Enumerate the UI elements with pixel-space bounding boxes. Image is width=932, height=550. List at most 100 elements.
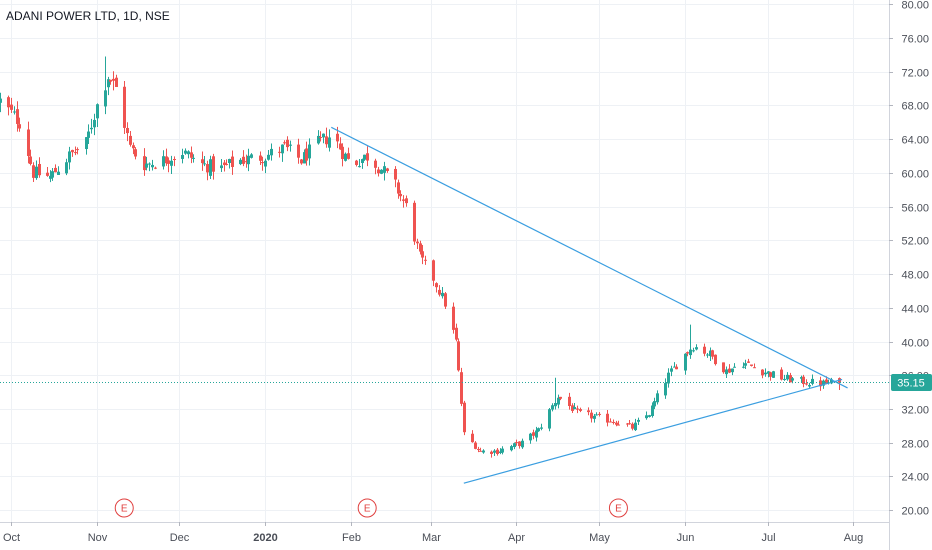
candle xyxy=(203,155,206,167)
candle xyxy=(634,418,637,432)
candle-body xyxy=(590,412,593,419)
candle-body xyxy=(742,366,745,368)
candle xyxy=(209,155,212,180)
candle xyxy=(358,159,361,168)
candle xyxy=(32,162,35,182)
candle-body xyxy=(576,408,579,410)
candle xyxy=(231,150,234,175)
candle xyxy=(220,158,223,172)
candle-body xyxy=(394,168,397,180)
candle xyxy=(501,446,504,455)
earnings-event-marker[interactable]: E xyxy=(114,498,134,518)
candle-body xyxy=(631,423,634,429)
candle xyxy=(579,407,582,413)
candle xyxy=(85,136,88,155)
candle xyxy=(692,347,695,353)
candle-body xyxy=(13,111,16,113)
price-tick-label: 80.00 xyxy=(901,0,929,12)
candle xyxy=(637,417,640,425)
earnings-event-marker[interactable]: E xyxy=(357,498,377,518)
candle-body xyxy=(184,150,187,154)
candle-body xyxy=(16,109,19,124)
time-tick-label: Apr xyxy=(508,532,525,544)
candle-body xyxy=(209,159,212,176)
candle-body xyxy=(554,402,557,407)
candle xyxy=(686,351,689,357)
candle-body xyxy=(637,419,640,422)
candle xyxy=(518,441,521,449)
candle xyxy=(212,153,215,180)
candle-body xyxy=(228,158,231,163)
candle-body xyxy=(822,380,825,386)
candle-body xyxy=(551,405,554,410)
candle-body xyxy=(413,202,416,242)
candle xyxy=(593,414,596,423)
candle xyxy=(317,130,320,145)
candle-body xyxy=(167,160,170,164)
candle-body xyxy=(673,366,676,368)
candle-body xyxy=(49,175,52,179)
candle-body xyxy=(593,415,596,419)
trendlines[interactable] xyxy=(331,126,848,484)
candle-body xyxy=(595,414,598,416)
time-tick-label: 2020 xyxy=(253,532,277,544)
candle xyxy=(10,97,13,113)
candle-body xyxy=(109,79,112,82)
candle-body xyxy=(308,144,311,159)
candle xyxy=(571,403,574,414)
candle xyxy=(515,439,518,446)
candle xyxy=(13,106,16,115)
candle-body xyxy=(568,396,571,407)
candle xyxy=(162,150,165,170)
candle xyxy=(783,374,786,381)
candle xyxy=(772,370,775,378)
time-tick-label: Aug xyxy=(844,532,864,544)
candle xyxy=(68,146,71,170)
candle-body xyxy=(761,369,764,376)
trendline[interactable] xyxy=(331,126,848,389)
candle xyxy=(703,343,706,357)
candle-body xyxy=(535,430,538,438)
candle xyxy=(750,364,753,367)
candle xyxy=(761,369,764,379)
candle-body xyxy=(363,154,366,160)
time-tick-label: Nov xyxy=(88,532,108,544)
candle xyxy=(706,352,709,358)
candle xyxy=(184,148,187,155)
price-axis-panel[interactable] xyxy=(889,0,932,550)
candle xyxy=(87,124,90,144)
candle xyxy=(455,323,458,342)
candle-body xyxy=(267,154,270,160)
time-axis-panel[interactable] xyxy=(0,522,889,550)
candle xyxy=(587,407,590,416)
candle xyxy=(16,101,19,132)
candle-body xyxy=(231,156,234,167)
candle-body xyxy=(225,164,228,166)
candle-body xyxy=(548,409,551,429)
earnings-event-marker[interactable]: E xyxy=(608,498,628,518)
candle xyxy=(107,76,110,96)
candle xyxy=(239,158,242,166)
candle-body xyxy=(709,350,712,357)
candle-body xyxy=(479,450,482,452)
candle xyxy=(283,140,286,145)
candle xyxy=(305,141,308,166)
candle-body xyxy=(405,198,408,204)
candle-body xyxy=(270,148,273,156)
candle-body xyxy=(667,372,670,384)
candle-body xyxy=(703,346,706,354)
candle xyxy=(457,338,460,372)
candle xyxy=(93,113,96,136)
candle xyxy=(201,151,204,171)
time-axis-labels: Oct Nov Dec 2020 Feb Mar Apr May Jun Jul Aug xyxy=(3,522,863,544)
candle xyxy=(521,438,524,449)
price-tick-label: 20.00 xyxy=(901,506,929,518)
candle xyxy=(366,146,369,167)
trendline[interactable] xyxy=(463,378,843,484)
candle xyxy=(270,143,273,161)
time-tick-label: Dec xyxy=(170,532,190,544)
candle xyxy=(104,56,107,115)
candle xyxy=(143,148,146,176)
candle-body xyxy=(802,376,805,385)
